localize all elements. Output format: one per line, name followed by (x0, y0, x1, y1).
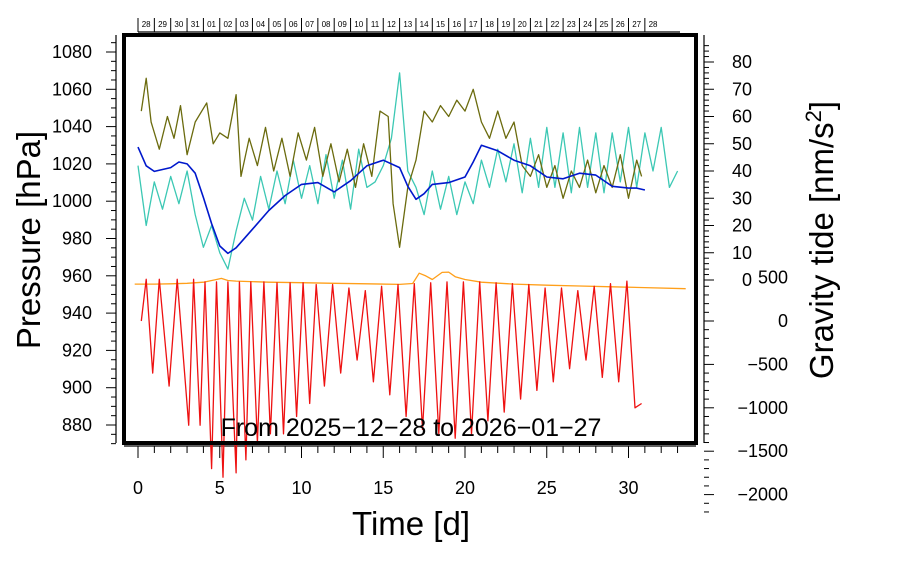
series-noise-teal (137, 72, 679, 270)
date-tick-label: 06 (289, 20, 298, 29)
x-axis: 0 5 10 15 20 25 30 (124, 445, 696, 498)
date-tick-label: 31 (191, 20, 200, 29)
date-tick-label: 22 (550, 20, 559, 29)
date-tick-label: 23 (567, 20, 576, 29)
date-tick-label: 10 (354, 20, 363, 29)
series-orange (134, 271, 686, 290)
date-tick-label: 12 (387, 20, 396, 29)
right-upper-tick-label: 10 (732, 243, 752, 263)
x-tick-label: 0 (133, 478, 143, 498)
date-tick-label: 28 (649, 20, 658, 29)
date-tick-label: 03 (240, 20, 249, 29)
date-tick-label: 28 (142, 20, 151, 29)
date-tick-label: 07 (305, 20, 314, 29)
right-upper-tick-label: 60 (732, 107, 752, 127)
x-tick-label: 20 (455, 478, 475, 498)
right-upper-tick-label: 40 (732, 161, 752, 181)
left-tick-label: 880 (62, 415, 92, 435)
date-tick-label: 27 (632, 20, 641, 29)
right-lower-tick-label: −500 (747, 354, 788, 374)
left-tick-label: 940 (62, 303, 92, 323)
plot-frame (122, 33, 698, 445)
date-tick-label: 11 (371, 20, 380, 29)
series-tide (140, 278, 642, 478)
left-tick-label: 1020 (52, 154, 92, 174)
date-tick-label: 24 (583, 20, 592, 29)
right-upper-tick-label: 50 (732, 134, 752, 154)
left-tick-label: 900 (62, 378, 92, 398)
x-tick-label: 10 (291, 478, 311, 498)
left-tick-label: 1040 (52, 117, 92, 137)
left-tick-label: 1000 (52, 191, 92, 211)
right-lower-tick-label: 0 (778, 311, 788, 331)
date-range-annotation: From 2025−12−28 to 2026−01−27 (221, 414, 602, 442)
date-tick-label: 04 (256, 20, 265, 29)
date-tick-label: 21 (534, 20, 543, 29)
x-tick-label: 30 (618, 478, 638, 498)
date-tick-label: 16 (452, 20, 461, 29)
series-layer (134, 72, 686, 478)
series-noise-olive (140, 77, 643, 248)
date-tick-label: 20 (518, 20, 527, 29)
right-lower-tick-label: 500 (758, 268, 788, 288)
x-tick-label: 15 (373, 478, 393, 498)
date-tick-label: 30 (174, 20, 183, 29)
right-axis-title: Gravity tide [nm/s2] (801, 101, 840, 379)
date-tick-label: 05 (273, 20, 282, 29)
date-tick-label: 01 (207, 20, 216, 29)
right-lower-tick-label: −1500 (737, 441, 788, 461)
left-tick-label: 920 (62, 340, 92, 360)
date-axis: 28 29 30 31 01 02 03 04 05 06 07 08 09 10 11 12 13 14 15 16… (137, 18, 680, 33)
date-tick-label: 29 (158, 20, 167, 29)
left-tick-label: 980 (62, 229, 92, 249)
date-tick-label: 17 (469, 20, 478, 29)
date-tick-label: 13 (403, 20, 412, 29)
date-tick-label: 25 (600, 20, 609, 29)
left-tick-label: 1080 (52, 42, 92, 62)
x-tick-label: 5 (215, 478, 225, 498)
right-upper-tick-label: 0 (742, 270, 752, 290)
date-tick-label: 08 (322, 20, 331, 29)
left-tick-label: 960 (62, 266, 92, 286)
date-tick-label: 09 (338, 20, 347, 29)
right-upper-tick-label: 80 (732, 52, 752, 72)
right-upper-tick-label: 20 (732, 216, 752, 236)
pressure-axis: 880 900 920 940 960 980 1000 1020 1040 1060 1080 (52, 35, 117, 445)
right-upper-tick-label: 30 (732, 188, 752, 208)
left-tick-label: 1060 (52, 79, 92, 99)
x-tick-label: 25 (537, 478, 557, 498)
date-tick-label: 14 (420, 20, 429, 29)
series-pressure (137, 144, 646, 255)
gravity-tide-axis: 0 10 20 30 40 50 60 70 80 500 0 −500 −1000 −1500 −2000 (703, 35, 788, 513)
right-upper-tick-label: 70 (732, 79, 752, 99)
right-lower-tick-label: −1000 (737, 398, 788, 418)
date-tick-label: 26 (616, 20, 625, 29)
date-tick-label: 18 (485, 20, 494, 29)
left-axis-title: Pressure [hPa] (10, 131, 47, 349)
date-tick-label: 15 (436, 20, 445, 29)
right-lower-tick-label: −2000 (737, 485, 788, 505)
date-tick-label: 19 (501, 20, 510, 29)
date-tick-label: 02 (223, 20, 232, 29)
x-axis-title: Time [d] (352, 505, 470, 542)
